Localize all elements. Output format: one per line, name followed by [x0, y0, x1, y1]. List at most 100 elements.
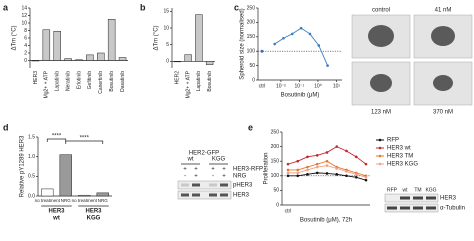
blot-band-label: HER3	[233, 193, 250, 199]
x-tick-label: Lapatinib	[196, 71, 202, 92]
data-point	[306, 168, 309, 172]
blot-strip	[177, 180, 232, 190]
x-tick-label: 10¹	[333, 83, 341, 89]
x-tick-label: Canertinib	[98, 71, 104, 94]
data-point	[345, 174, 348, 178]
image-label: 123 nM	[371, 110, 391, 116]
y-tick-label: 10	[163, 25, 169, 31]
blot-column: RFP	[387, 187, 398, 193]
data-point	[325, 172, 329, 175]
data-point	[286, 162, 290, 166]
x-tick-label: Mg2+ + ATP	[44, 70, 50, 98]
data-point	[326, 64, 329, 67]
y-axis-label: Proliferation	[264, 152, 270, 184]
data-point	[325, 159, 329, 163]
data-point	[286, 171, 290, 175]
y-tick-label: 10	[21, 20, 27, 26]
x-tick-label: Lapatinib	[55, 71, 61, 92]
data-point	[308, 32, 312, 36]
x-tick-label: Bosutinib	[109, 71, 115, 92]
x-tick-label: HER2	[175, 71, 181, 85]
x-tick-label: no treatment	[35, 198, 61, 203]
data-point	[286, 174, 290, 178]
y-tick-label: 150	[271, 159, 280, 165]
bar	[42, 29, 51, 61]
blot-band	[220, 193, 228, 197]
blot-sign: +	[194, 174, 198, 180]
image-label: 41 nM	[435, 8, 452, 14]
legend-marker	[378, 154, 382, 158]
blot-band	[181, 183, 189, 187]
panel-letter: c	[234, 2, 239, 12]
x-tick-label: NRG	[98, 198, 108, 203]
blot-band	[426, 196, 436, 200]
data-point	[345, 170, 348, 173]
group-label: KGG	[87, 216, 101, 222]
group-label: HER3	[48, 209, 65, 215]
y-tick-label: 0	[166, 59, 169, 65]
data-point	[273, 42, 276, 46]
data-point	[345, 149, 348, 153]
y-tick-label: 4	[24, 43, 27, 49]
y-tick-label: 150	[247, 34, 256, 40]
blot-sign: -	[184, 174, 186, 180]
blot-band-label: pHER3	[233, 183, 253, 189]
y-tick-label: 12	[21, 13, 27, 19]
legend-label: HER3 TM	[387, 154, 413, 160]
x-tick-label: 10⁻¹	[294, 83, 304, 89]
data-point	[325, 164, 329, 167]
x-tick-label: Gefitinib	[87, 71, 93, 90]
image-label: 370 nM	[433, 110, 453, 116]
x-tick-label: Dasatinib	[120, 71, 126, 92]
y-tick-label: 15	[163, 9, 169, 15]
y-tick-label: 50	[273, 188, 279, 194]
data-point	[299, 26, 303, 30]
y-tick-label: 5	[166, 42, 169, 48]
data-point	[364, 175, 368, 179]
data-point	[306, 173, 309, 176]
x-tick-label: 10⁻²	[276, 83, 286, 89]
blot-band	[209, 183, 217, 187]
panel-letter: d	[3, 122, 9, 132]
blot-band-label: HER3	[440, 196, 457, 202]
blot-band	[400, 206, 410, 210]
blot-sign: +	[222, 174, 226, 180]
x-tick-label: Mg2+ + ATP	[185, 70, 191, 98]
data-point	[296, 168, 300, 172]
y-tick-label: 200	[247, 20, 256, 26]
blot-column: wt	[187, 157, 194, 163]
group-label: HER3	[85, 209, 102, 215]
bar	[205, 61, 214, 65]
data-point	[282, 36, 285, 40]
x-tick-label: HER3	[33, 71, 39, 85]
y-tick-label: 0	[252, 77, 255, 83]
y-tick-label: 0.5	[28, 174, 35, 180]
data-point	[364, 178, 368, 182]
y-tick-label: 0	[276, 202, 279, 208]
y-tick-label: 2	[24, 50, 27, 56]
spheroid	[368, 25, 394, 47]
bar	[41, 188, 54, 197]
blot-title: HER2-GFP	[189, 151, 219, 157]
data-point	[315, 165, 319, 169]
blot-band	[413, 196, 423, 200]
legend-marker	[378, 146, 382, 150]
legend-label: HER3 wt	[387, 146, 411, 152]
x-tick-label: ctrl	[285, 208, 292, 214]
bar	[107, 19, 116, 61]
significance-label: ****	[52, 134, 62, 140]
y-tick-label: 100	[271, 173, 280, 179]
data-point	[315, 154, 319, 157]
x-tick-label: Erlotinib	[76, 71, 82, 89]
bar	[53, 31, 61, 61]
blot-band	[387, 206, 397, 210]
data-point	[306, 165, 309, 169]
blot-band	[192, 183, 200, 187]
y-tick-label: 0.0	[28, 193, 35, 199]
y-tick-label: 50	[249, 63, 255, 69]
y-axis-label: Spheroid size (normalised)	[240, 8, 246, 79]
data-point	[290, 32, 294, 36]
y-axis-label: ΔTm (°C)	[12, 25, 18, 50]
y-tick-label: 100	[247, 49, 256, 55]
